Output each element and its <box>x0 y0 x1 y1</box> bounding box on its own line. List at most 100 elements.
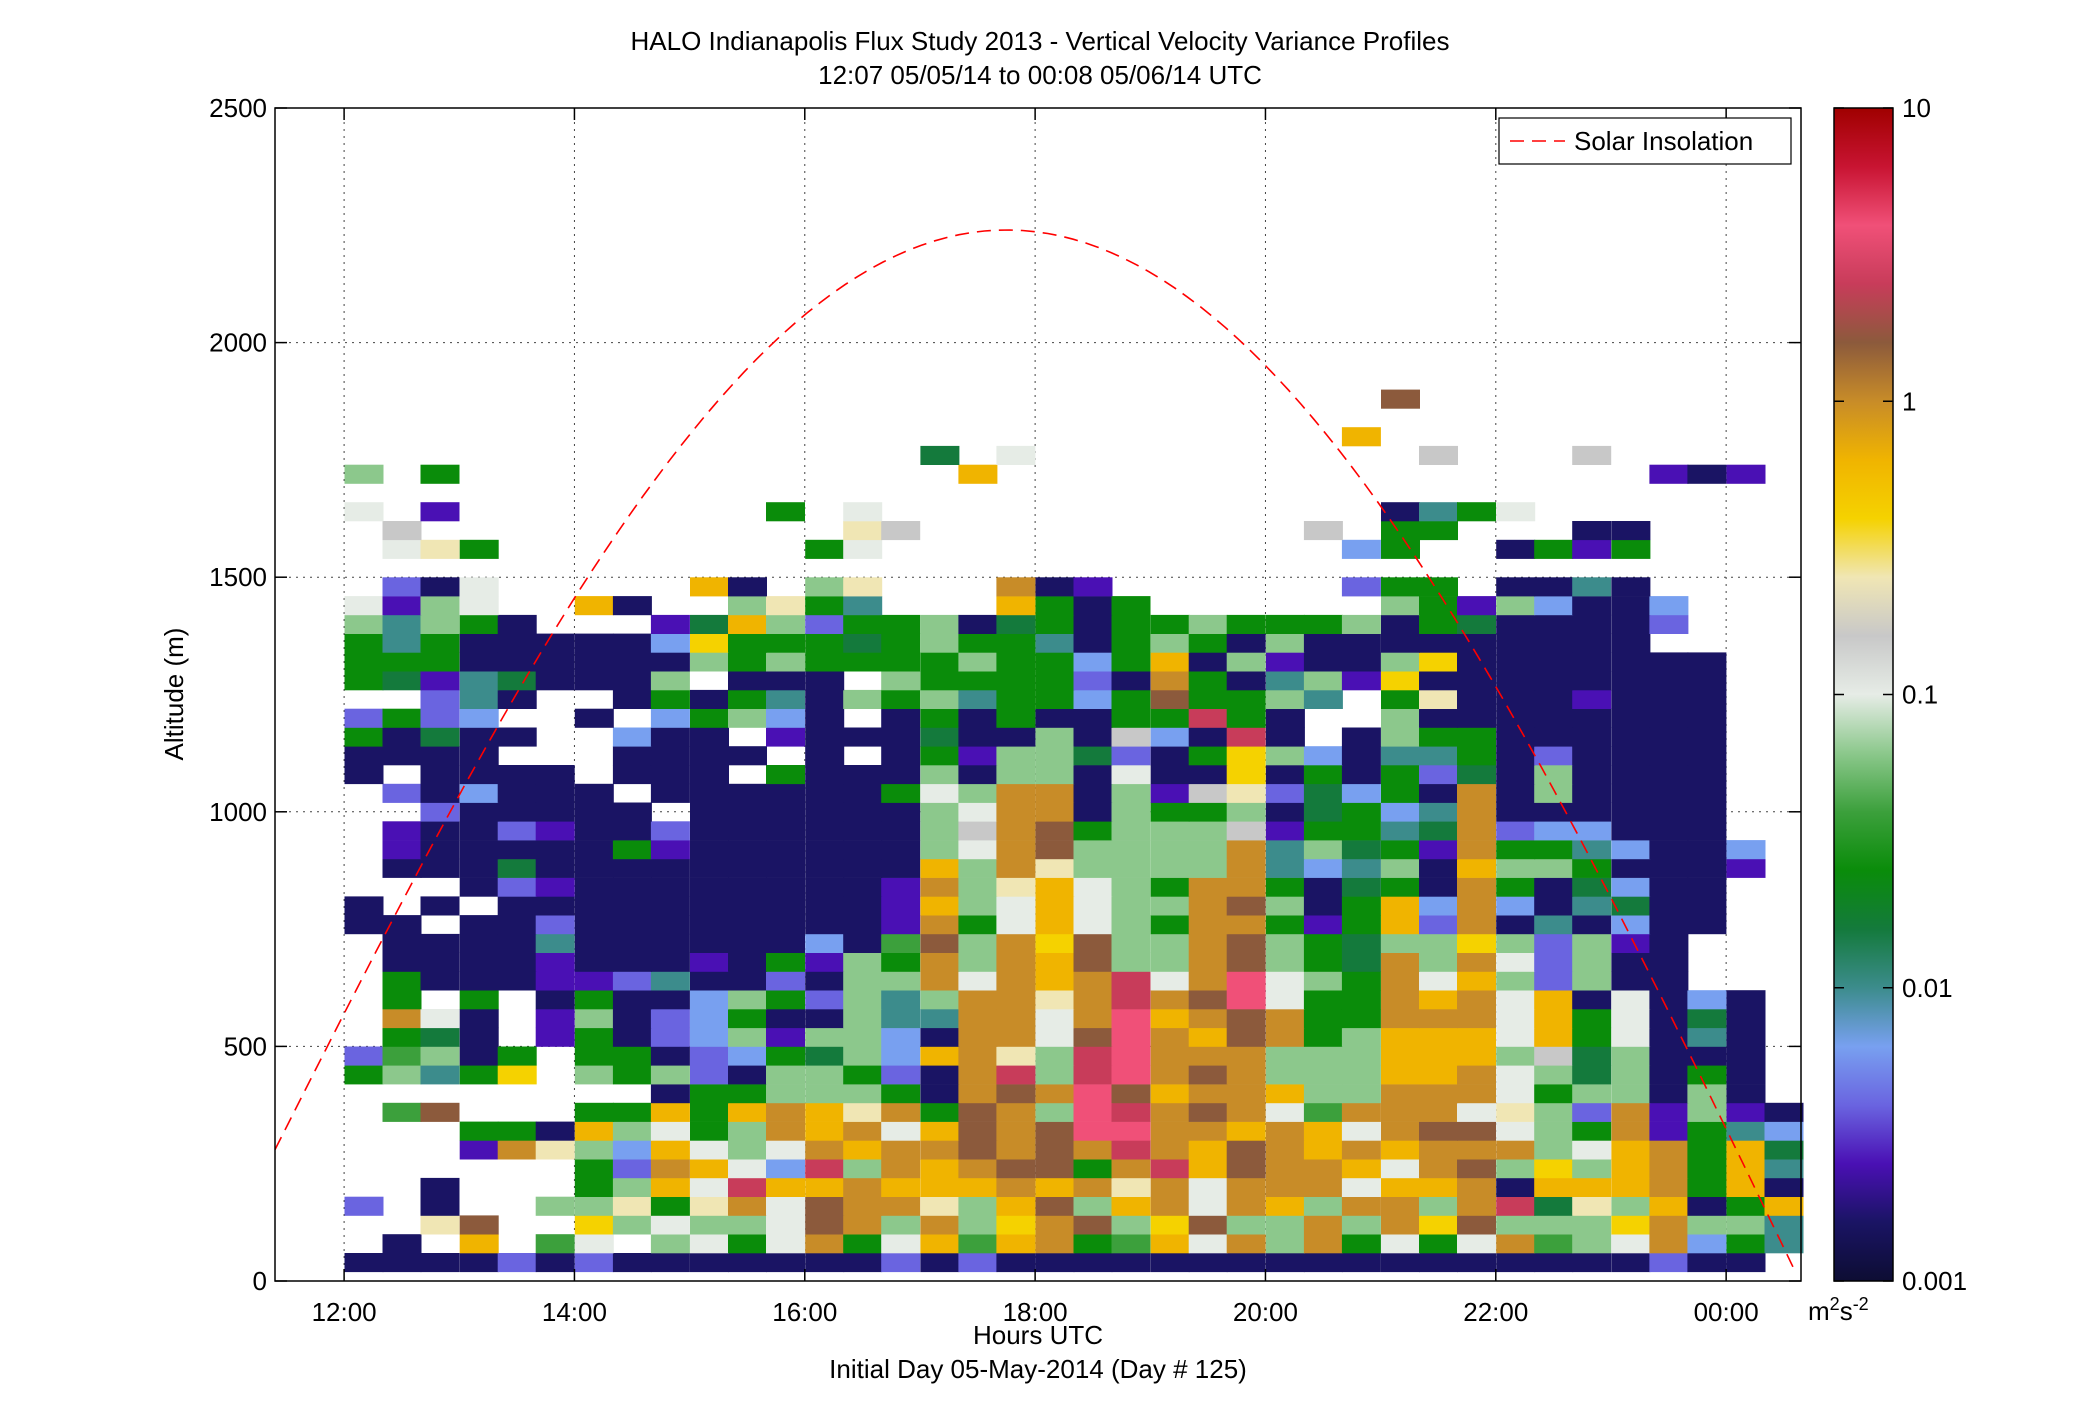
heatmap-cell <box>1073 652 1113 672</box>
heatmap-cell <box>996 971 1036 991</box>
heatmap-cell <box>920 896 960 916</box>
heatmap-cell <box>1303 1027 1343 1047</box>
heatmap-cell <box>1111 1102 1151 1122</box>
heatmap-cell <box>1226 1159 1266 1179</box>
heatmap-cell <box>1265 1140 1305 1160</box>
heatmap-cell <box>535 652 575 672</box>
heatmap-cell <box>1534 1159 1574 1179</box>
heatmap-cell <box>690 1159 729 1179</box>
heatmap-cell <box>996 445 1036 465</box>
heatmap-cell <box>1572 821 1612 841</box>
heatmap-cell <box>1534 840 1574 860</box>
heatmap-cell <box>1457 1121 1496 1141</box>
heatmap-cell <box>881 708 921 728</box>
heatmap-cell <box>1150 671 1190 691</box>
heatmap-cell <box>612 1121 652 1141</box>
heatmap-cell <box>382 1065 422 1085</box>
heatmap-cell <box>1035 802 1075 822</box>
heatmap-cell <box>1265 1215 1305 1235</box>
heatmap-cell <box>1611 765 1651 785</box>
heatmap-cell <box>1265 1121 1305 1141</box>
heatmap-cell <box>382 971 422 991</box>
heatmap-cell <box>1611 727 1651 747</box>
x-axis: 12:00 14:00 16:00 18:00 20:00 22:00 00:00 <box>312 108 1759 1327</box>
heatmap-cell <box>728 971 767 991</box>
heatmap-cell <box>805 971 845 991</box>
heatmap-cell <box>728 671 767 691</box>
heatmap-cell <box>497 689 537 709</box>
heatmap-cell <box>1649 614 1689 634</box>
heatmap-cell <box>1611 746 1651 766</box>
heatmap-cell <box>1496 1196 1536 1216</box>
heatmap-cell <box>1111 765 1151 785</box>
heatmap-cell <box>1457 1234 1496 1254</box>
heatmap-cell <box>1341 858 1381 878</box>
heatmap-cell <box>420 802 460 822</box>
heatmap-cell <box>1687 1140 1727 1160</box>
heatmap-cell <box>1649 671 1689 691</box>
heatmap-cell <box>612 1253 652 1273</box>
heatmap-cell <box>728 952 767 972</box>
heatmap-cell <box>1303 1102 1343 1122</box>
heatmap-cell <box>650 1140 690 1160</box>
heatmap-cell <box>1381 1065 1420 1085</box>
heatmap-cell <box>1496 802 1536 822</box>
heatmap-cell <box>1381 990 1420 1010</box>
heatmap-cell <box>843 727 883 747</box>
heatmap-cell <box>1111 1027 1151 1047</box>
heatmap-cell <box>1381 671 1420 691</box>
heatmap-cell <box>1381 521 1420 541</box>
heatmap-cell <box>920 1027 960 1047</box>
heatmap-cell <box>920 765 960 785</box>
heatmap-cell <box>1150 765 1190 785</box>
heatmap-cell <box>459 614 499 634</box>
heatmap-cell <box>1381 1159 1420 1179</box>
heatmap-cell <box>805 1065 845 1085</box>
heatmap-cell <box>1035 1159 1075 1179</box>
heatmap-cell <box>1649 802 1689 822</box>
heatmap-cell <box>1496 614 1536 634</box>
colorbar-tick-label: 1 <box>1902 386 1916 416</box>
heatmap-cell <box>1073 577 1113 597</box>
heatmap-cell <box>344 652 384 672</box>
heatmap-cell <box>1496 952 1536 972</box>
x-tick-label: 18:00 <box>1003 1297 1068 1327</box>
heatmap-cell <box>1073 877 1113 897</box>
heatmap-cell <box>535 1009 575 1029</box>
heatmap-cell <box>805 1234 845 1254</box>
heatmap-cell <box>1457 708 1496 728</box>
heatmap-cell <box>459 990 499 1010</box>
heatmap-cell <box>958 783 998 803</box>
colorbar-tick-label: 0.01 <box>1902 973 1953 1003</box>
heatmap-cell <box>1496 633 1536 653</box>
heatmap-cell <box>535 1140 575 1160</box>
heatmap-cell <box>1188 727 1228 747</box>
heatmap-cell <box>1611 1253 1651 1273</box>
heatmap-cell <box>1611 1046 1651 1066</box>
heatmap-cell <box>650 933 690 953</box>
heatmap-cell <box>574 1102 614 1122</box>
heatmap-cell <box>420 1009 460 1029</box>
heatmap-cell <box>344 1065 384 1085</box>
heatmap-cell <box>1457 858 1496 878</box>
heatmap-cell <box>650 652 690 672</box>
heatmap-cell <box>728 577 767 597</box>
heatmap-cell <box>1188 858 1228 878</box>
heatmap-cell <box>1226 652 1266 672</box>
heatmap-cell <box>1611 652 1651 672</box>
heatmap-cell <box>881 1084 921 1104</box>
heatmap-cell <box>497 802 537 822</box>
heatmap-cell <box>805 689 845 709</box>
heatmap-cell <box>690 1121 729 1141</box>
heatmap-cell <box>728 652 767 672</box>
heatmap-cell <box>344 464 384 484</box>
heatmap-cell <box>728 840 767 860</box>
heatmap-cell <box>1265 971 1305 991</box>
heatmap-cell <box>1111 633 1151 653</box>
heatmap-cell <box>1649 1177 1689 1197</box>
heatmap-cell <box>1534 708 1574 728</box>
heatmap-cell <box>1150 877 1190 897</box>
heatmap-cell <box>881 1065 921 1085</box>
heatmap-cell <box>690 633 729 653</box>
heatmap-cell <box>1341 877 1381 897</box>
